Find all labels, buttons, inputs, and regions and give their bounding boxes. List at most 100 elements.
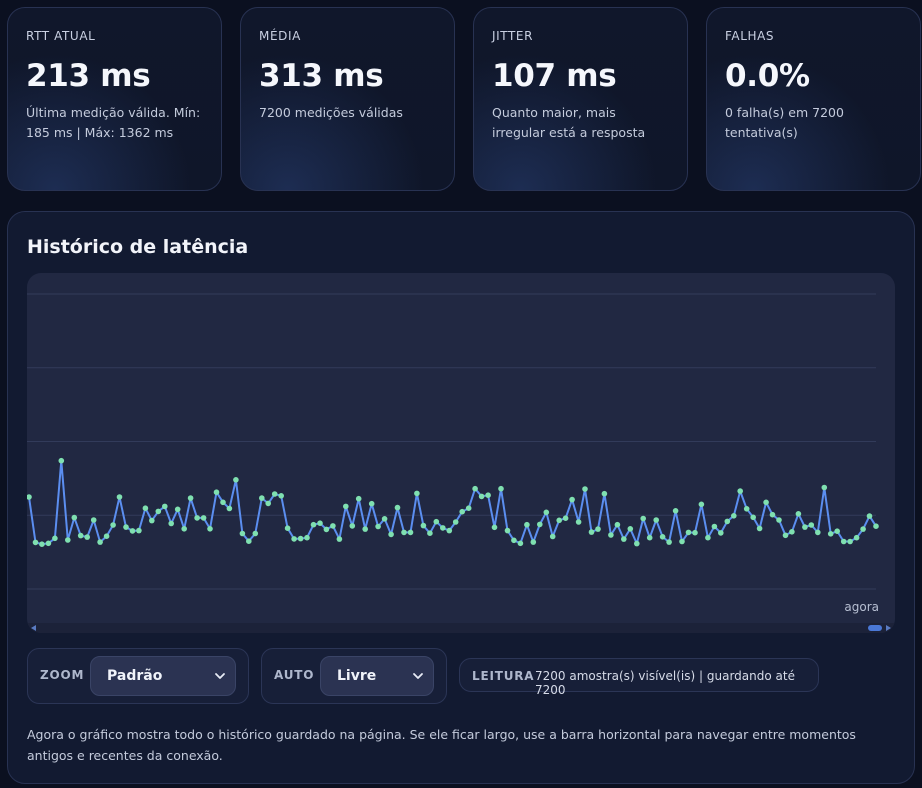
latency-data-point bbox=[873, 523, 879, 529]
latency-data-point bbox=[601, 490, 608, 497]
latency-data-point bbox=[343, 503, 349, 510]
latency-data-point bbox=[304, 534, 310, 541]
latency-data-point bbox=[666, 539, 672, 545]
latency-data-point bbox=[375, 523, 381, 530]
latency-data-point bbox=[27, 494, 32, 500]
latency-data-point bbox=[556, 517, 562, 524]
latency-data-point bbox=[213, 489, 220, 495]
latency-chart-svg bbox=[27, 293, 879, 590]
latency-data-point bbox=[355, 495, 362, 502]
card-value: 213 ms bbox=[26, 58, 151, 94]
latency-data-point bbox=[705, 534, 711, 541]
latency-data-point bbox=[129, 528, 136, 534]
card-description: 7200 medições válidas bbox=[259, 105, 403, 120]
latency-data-point bbox=[517, 540, 524, 547]
latency-data-point bbox=[827, 531, 834, 537]
zoom-select[interactable]: Padrão bbox=[90, 656, 236, 696]
latency-data-point bbox=[84, 534, 90, 540]
latency-data-point bbox=[427, 530, 433, 536]
latency-data-point bbox=[769, 511, 776, 518]
card-label: MÉDIA bbox=[259, 29, 301, 43]
auto-control: AUTO Livre bbox=[261, 648, 447, 704]
panel-title: Histórico de latência bbox=[27, 236, 249, 258]
latency-data-point bbox=[491, 524, 498, 531]
scroll-thumb[interactable] bbox=[868, 625, 882, 631]
latency-data-point bbox=[743, 506, 750, 512]
latency-data-point bbox=[90, 517, 97, 523]
latency-data-point bbox=[802, 524, 808, 530]
latency-data-point bbox=[32, 539, 39, 546]
latency-data-point bbox=[110, 522, 116, 528]
latency-data-point bbox=[711, 523, 718, 530]
scroll-left-arrow-icon[interactable] bbox=[31, 625, 36, 631]
latency-data-point bbox=[433, 518, 440, 525]
latency-data-point bbox=[698, 501, 705, 508]
latency-data-point bbox=[446, 527, 453, 534]
latency-data-point bbox=[200, 515, 207, 521]
latency-data-point bbox=[284, 525, 291, 531]
latency-data-point bbox=[414, 490, 420, 497]
chevron-down-icon bbox=[215, 673, 225, 679]
latency-data-point bbox=[478, 493, 485, 500]
latency-data-point bbox=[226, 505, 233, 512]
card-description: 0 falha(s) em 7200 tentativa(s) bbox=[725, 105, 844, 140]
latency-data-point bbox=[65, 537, 71, 543]
latency-data-point bbox=[737, 488, 743, 494]
card-value: 0.0% bbox=[725, 58, 810, 94]
latency-data-point bbox=[142, 505, 149, 511]
latency-history-panel: Histórico de latência agora ZOOM Padrão … bbox=[7, 211, 915, 784]
auto-selected-value: Livre bbox=[337, 668, 377, 684]
latency-data-point bbox=[588, 529, 595, 535]
latency-data-point bbox=[220, 499, 226, 506]
latency-data-point bbox=[103, 533, 110, 539]
latency-data-point bbox=[233, 477, 239, 483]
card-description: Última medição válida. Mín: 185 ms | Máx… bbox=[26, 105, 201, 140]
average-card: MÉDIA 313 ms 7200 medições válidas bbox=[240, 7, 455, 191]
latency-data-point bbox=[194, 515, 200, 521]
latency-data-point bbox=[685, 529, 692, 536]
latency-data-point bbox=[459, 508, 466, 515]
horizontal-scrollbar[interactable] bbox=[27, 623, 895, 633]
latency-data-point bbox=[187, 495, 194, 501]
latency-data-point bbox=[750, 514, 756, 521]
latency-data-point bbox=[795, 511, 802, 517]
latency-data-point bbox=[763, 499, 769, 506]
latency-data-point bbox=[646, 534, 653, 541]
latency-data-point bbox=[407, 529, 414, 536]
latency-data-point bbox=[530, 539, 537, 545]
latency-data-point bbox=[310, 521, 317, 528]
latency-data-point bbox=[394, 504, 401, 511]
latency-data-point bbox=[168, 520, 174, 527]
latency-data-point bbox=[278, 493, 284, 499]
latency-data-point bbox=[866, 513, 873, 519]
latency-data-point bbox=[336, 536, 343, 542]
scroll-right-arrow-icon[interactable] bbox=[886, 625, 891, 631]
latency-data-point bbox=[543, 509, 550, 516]
card-label: JITTER bbox=[492, 29, 534, 43]
now-label: agora bbox=[844, 600, 879, 614]
card-description: Quanto maior, mais irregular está a resp… bbox=[492, 105, 646, 140]
latency-chart[interactable]: agora bbox=[27, 273, 895, 633]
card-label: RTT ATUAL bbox=[26, 29, 96, 43]
latency-data-point bbox=[511, 537, 517, 544]
help-note: Agora o gráfico mostra todo o histórico … bbox=[27, 727, 856, 763]
auto-select[interactable]: Livre bbox=[320, 656, 434, 696]
latency-data-point bbox=[472, 485, 478, 492]
latency-data-point bbox=[672, 508, 679, 514]
latency-data-point bbox=[562, 515, 569, 521]
auto-label: AUTO bbox=[274, 668, 315, 682]
latency-data-point bbox=[498, 485, 504, 492]
latency-data-point bbox=[155, 508, 162, 515]
zoom-label: ZOOM bbox=[40, 668, 85, 682]
reading-badge: LEITURA 7200 amostra(s) visível(is) | gu… bbox=[459, 658, 819, 697]
latency-data-point bbox=[815, 529, 821, 536]
latency-data-point bbox=[271, 491, 278, 497]
latency-data-point bbox=[452, 519, 459, 525]
latency-data-point bbox=[621, 536, 627, 542]
latency-data-point bbox=[239, 530, 246, 537]
latency-data-point bbox=[821, 484, 828, 491]
latency-data-point bbox=[782, 532, 789, 539]
latency-data-point bbox=[39, 541, 45, 547]
reading-label: LEITURA bbox=[472, 669, 535, 683]
latency-data-point bbox=[77, 532, 84, 539]
